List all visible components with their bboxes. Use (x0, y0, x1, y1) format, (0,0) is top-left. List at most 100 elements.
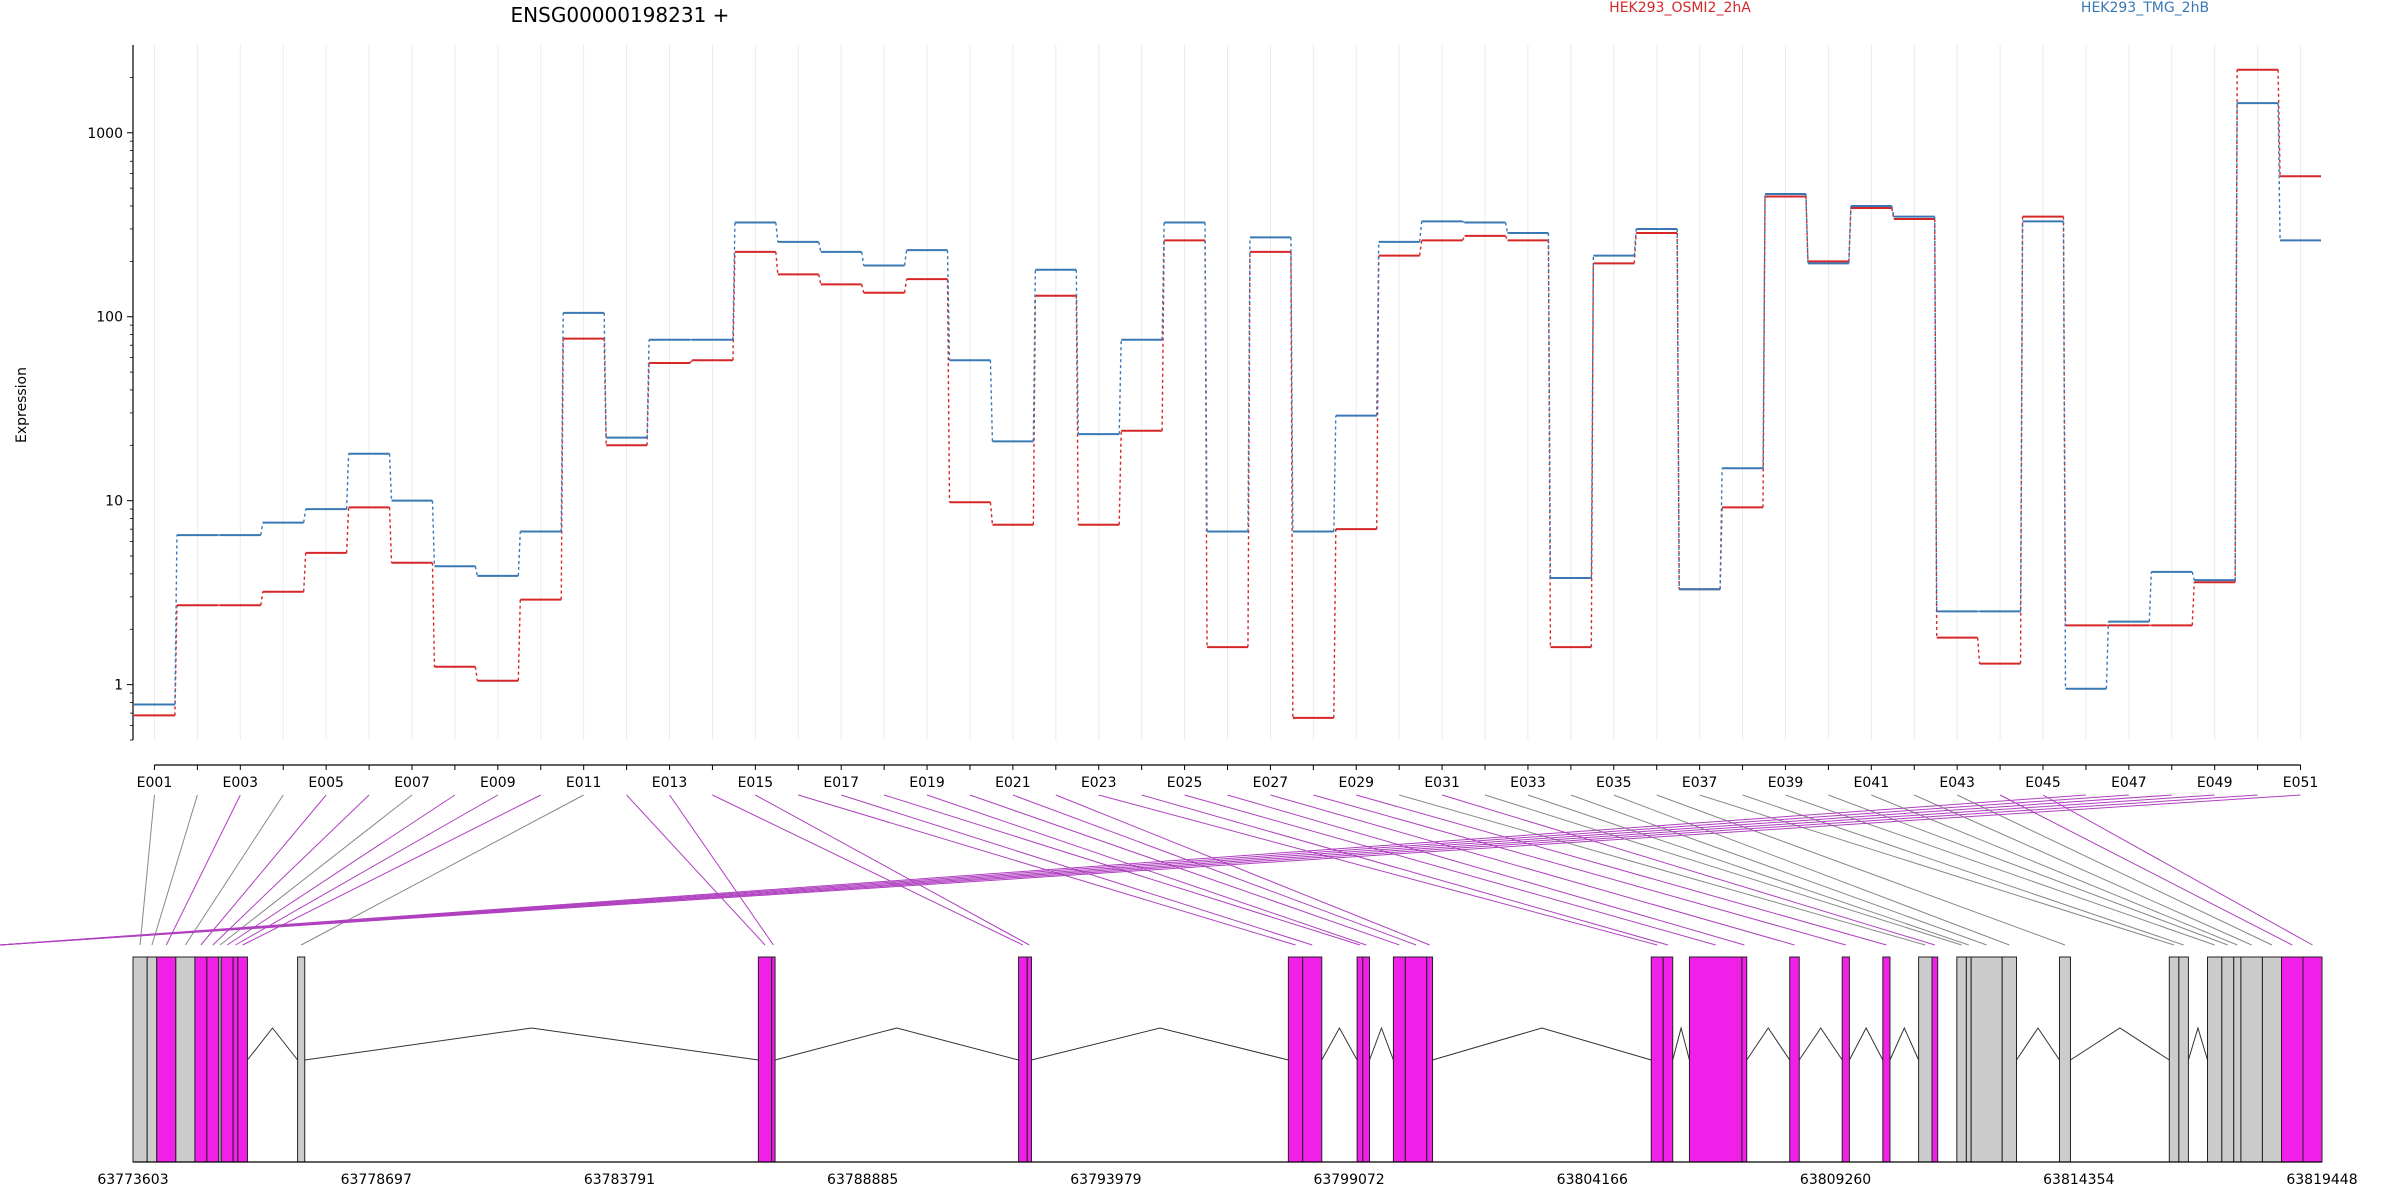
chart-title: ENSG00000198231 + (511, 3, 730, 27)
series-2-step (775, 222, 779, 243)
series-1-step (1891, 207, 1895, 220)
series-2-step (474, 566, 479, 577)
x-tick-label: E019 (909, 775, 945, 791)
exon-block (1392, 956, 1406, 1163)
series-2-step (302, 508, 307, 523)
series-2-step (2191, 571, 2195, 581)
series-1-step (1247, 251, 1251, 648)
series-2-step (560, 312, 564, 532)
series-1-step (431, 562, 436, 667)
series-1-step (1762, 196, 1766, 508)
series-1-step (1418, 240, 1423, 256)
series-2-step (2019, 221, 2024, 612)
x-tick-label: E035 (1596, 775, 1632, 791)
exon-block (2261, 956, 2283, 1163)
series-2-step (646, 339, 650, 438)
series-2-step (1891, 205, 1895, 217)
intron-line (2070, 1027, 2170, 1061)
exon-connector-line (969, 794, 1400, 946)
series-1-step (689, 359, 693, 364)
exon-block (2207, 956, 2223, 1163)
exon-block (146, 956, 158, 1163)
series-1-step (946, 279, 951, 503)
legend-entry-osmi2: HEK293_OSMI2_2hA (1609, 0, 1751, 16)
exon-block (2233, 956, 2242, 1163)
series-2-step (1676, 228, 1680, 590)
exon-block (1302, 956, 1323, 1163)
exon-block (206, 956, 220, 1163)
y-tick-label: 1000 (87, 126, 123, 142)
x-tick-label: E001 (137, 775, 173, 791)
exon-block (194, 956, 208, 1163)
exon-connector-line (0, 794, 2086, 946)
series-2-step (946, 250, 951, 361)
x-tick-label: E041 (1854, 775, 1890, 791)
series-2-step (2277, 103, 2281, 241)
series-2-step (1161, 222, 1165, 340)
exon-connector-line (212, 794, 370, 946)
series-1-step (903, 279, 908, 293)
series-2-step (860, 251, 865, 266)
y-tick-label: 1 (114, 678, 123, 694)
x-tick-label: E013 (652, 775, 688, 791)
x-tick-label: E037 (1682, 775, 1718, 791)
series-2-step (1376, 241, 1380, 416)
series-2-step (2234, 103, 2238, 581)
exon-connector-line (235, 794, 499, 946)
exon-connector-line (151, 794, 198, 946)
series-1-step (560, 338, 564, 600)
series-2-step (260, 522, 264, 536)
exon-block (1688, 956, 1743, 1163)
x-tick-label: E031 (1424, 775, 1460, 791)
exon-block (1931, 956, 1939, 1163)
exon-block (1965, 956, 1972, 1163)
exon-connector-line (0, 794, 2301, 946)
series-1-step (388, 507, 393, 563)
grid-lines (153, 45, 2302, 740)
exon-connector-line (1527, 794, 1969, 946)
exon-block (757, 956, 773, 1163)
series-1-step (989, 502, 994, 525)
exon-connector-line (1956, 794, 2273, 946)
exon-connector-line (1785, 794, 2215, 946)
series-1-step (1461, 235, 1466, 241)
exon-connector-line (1399, 794, 1926, 946)
genome-coordinate-label: 63799072 (1313, 1172, 1384, 1188)
genome-coordinate-label: 63773603 (97, 1172, 168, 1188)
exon-connector-line (1570, 794, 1987, 946)
exon-block (1970, 956, 2003, 1163)
data-series (134, 68, 2321, 719)
exon-block (1404, 956, 1428, 1163)
exon-connector-line (165, 794, 241, 946)
series-1-step (2234, 69, 2238, 583)
series-2-step (1462, 220, 1465, 224)
series-2-step (989, 360, 994, 442)
intron-line (1798, 1027, 1843, 1061)
series-2-step (388, 453, 393, 501)
exon-connector-line (1141, 794, 1669, 946)
series-1-step (260, 591, 264, 606)
exon-block (1918, 956, 1933, 1163)
genome-coordinate-label: 63788885 (827, 1172, 898, 1188)
exon-connector-line (1999, 794, 2293, 946)
series-2-step (1118, 339, 1122, 435)
exon-block (2302, 956, 2323, 1163)
exon-block (175, 956, 196, 1163)
exon-block (220, 956, 234, 1163)
exon-block (1662, 956, 1674, 1163)
exon-connector-line (1828, 794, 2228, 946)
x-tick-label: E033 (1510, 775, 1546, 791)
x-tick-label: E025 (1167, 775, 1203, 791)
x-tick-label: E021 (995, 775, 1031, 791)
series-2-step (2105, 621, 2110, 689)
exon-connector-line (1055, 794, 1430, 946)
series-1-step (474, 666, 479, 681)
exon-connector-line (841, 794, 1313, 946)
y-axis-label: Expression (14, 367, 30, 443)
x-tick-label: E003 (223, 775, 259, 791)
genome-coordinate-label: 63804166 (1557, 1172, 1628, 1188)
series-1-step (302, 552, 307, 592)
intron-line (2187, 1026, 2208, 1061)
exon-connector-line (184, 794, 284, 946)
intron-line (1031, 1027, 1289, 1061)
